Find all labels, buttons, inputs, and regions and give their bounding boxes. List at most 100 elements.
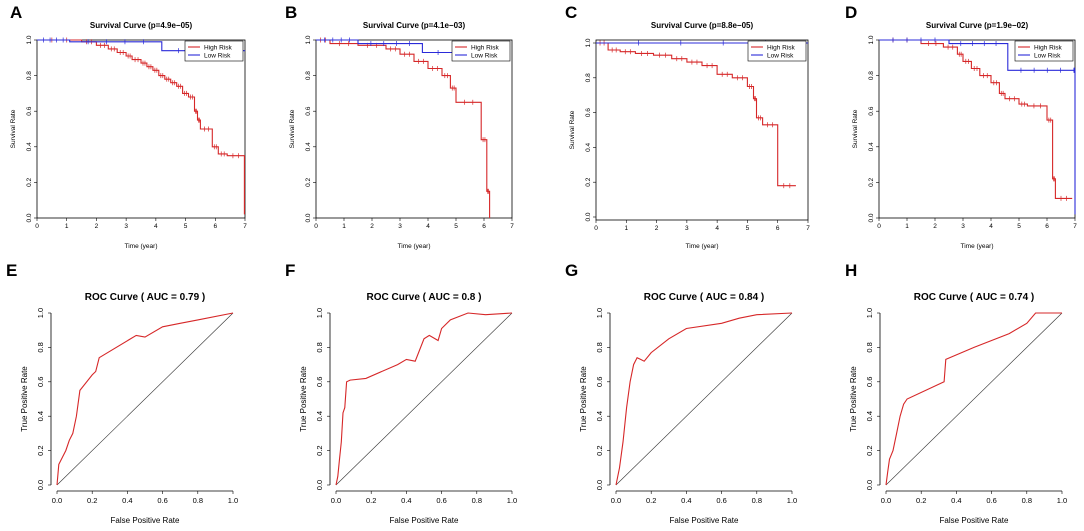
x-tick-label: 2 [95, 223, 99, 230]
reference-diagonal [56, 312, 234, 486]
x-tick-label: 1 [905, 223, 909, 230]
y-tick-label: 0.6 [315, 377, 324, 387]
x-axis-label: False Positive Rate [940, 516, 1009, 525]
x-tick-label: 1 [342, 223, 346, 230]
x-tick-label: 0.4 [401, 496, 411, 505]
y-tick-label: 1.0 [26, 35, 33, 44]
y-tick-label: 0.4 [595, 411, 604, 421]
x-tick-label: 7 [243, 223, 247, 230]
series-line-roc [885, 312, 1062, 486]
y-axis-label: Survival Rate [569, 110, 576, 149]
series-line-roc [615, 312, 793, 486]
x-tick-label: 6 [213, 223, 217, 230]
y-tick-label: 0.2 [26, 178, 33, 187]
x-tick-label: 1 [65, 223, 69, 230]
series-line-high-risk [37, 39, 245, 215]
x-tick-label: 1.0 [1057, 496, 1067, 505]
legend-label: Low Risk [1034, 52, 1061, 59]
x-tick-label: 5 [454, 223, 458, 230]
legend-label: High Risk [204, 44, 233, 51]
y-axis-label: Survival Rate [10, 109, 17, 148]
y-tick-label: 1.0 [868, 35, 875, 44]
panel-c: C Survival Curve (p=8.8e−05) 0 1 2 3 4 5 6 7 0.0 0.… [565, 3, 810, 250]
x-tick-label: 1 [624, 225, 628, 232]
y-axis-label: True Positive Rate [849, 366, 858, 432]
panel-letter: E [6, 261, 17, 280]
y-tick-label: 0.4 [585, 143, 592, 152]
x-tick-label: 2 [370, 223, 374, 230]
x-tick-label: 0.8 [1022, 496, 1032, 505]
x-tick-label: 3 [398, 223, 402, 230]
x-tick-label: 0.2 [87, 496, 97, 505]
y-tick-label: 1.0 [315, 308, 324, 318]
x-tick-label: 5 [1017, 223, 1021, 230]
panel-letter: D [845, 3, 857, 22]
y-tick-label: 1.0 [36, 308, 45, 318]
x-tick-label: 1.0 [787, 496, 797, 505]
x-tick-label: 0.4 [951, 496, 961, 505]
reference-diagonal [885, 312, 1063, 486]
x-tick-label: 6 [1045, 223, 1049, 230]
x-tick-label: 5 [746, 225, 750, 232]
x-tick-label: 0.2 [646, 496, 656, 505]
x-tick-label: 0.2 [366, 496, 376, 505]
x-tick-label: 0 [594, 225, 598, 232]
y-tick-label: 0.2 [315, 445, 324, 455]
plot-frame [595, 39, 809, 221]
y-tick-label: 1.0 [305, 35, 312, 44]
x-axis-label: False Positive Rate [390, 516, 459, 525]
series-line-high-risk [596, 42, 796, 187]
panel-d: D Survival Curve (p=1.9e−02) 0 1 2 3 4 5 6 7 0.0 0.… [845, 3, 1077, 250]
reference-diagonal [335, 312, 513, 486]
y-tick-label: 0.0 [315, 480, 324, 490]
x-tick-label: 0.2 [916, 496, 926, 505]
x-tick-label: 2 [933, 223, 937, 230]
legend-label: Low Risk [204, 52, 231, 59]
series-line-high-risk [316, 39, 491, 218]
x-tick-label: 0.8 [193, 496, 203, 505]
x-tick-label: 0.0 [331, 496, 341, 505]
chart-title: Survival Curve (p=4.9e−05) [90, 21, 193, 30]
x-tick-label: 0.6 [986, 496, 996, 505]
legend-label: High Risk [1034, 44, 1063, 51]
y-tick-label: 0.6 [868, 106, 875, 115]
x-tick-label: 4 [154, 223, 158, 230]
y-axis-label: True Positive Rate [579, 366, 588, 432]
y-tick-label: 0.0 [305, 213, 312, 222]
y-tick-label: 0.6 [595, 377, 604, 387]
y-tick-label: 0.4 [315, 411, 324, 421]
panel-letter: H [845, 261, 857, 280]
x-tick-label: 7 [806, 225, 810, 232]
y-tick-label: 0.8 [315, 342, 324, 352]
y-tick-label: 0.4 [36, 411, 45, 421]
x-tick-label: 0.4 [122, 496, 132, 505]
legend-label: High Risk [767, 44, 796, 51]
panel-letter: F [285, 261, 295, 280]
chart-title: Survival Curve (p=1.9e−02) [926, 21, 1029, 30]
y-tick-label: 0.0 [595, 480, 604, 490]
legend-box [451, 40, 511, 62]
chart-title: ROC Curve ( AUC = 0.84 ) [644, 292, 765, 303]
legend-box [184, 40, 244, 62]
x-tick-label: 0 [314, 223, 318, 230]
panel-e: E ROC Curve ( AUC = 0.79 ) 0.0 0.2 0.4 0.6 0.8… [6, 261, 238, 525]
x-tick-label: 4 [989, 223, 993, 230]
x-tick-label: 0.6 [716, 496, 726, 505]
y-axis-label: Survival Rate [289, 109, 296, 148]
x-tick-label: 2 [655, 225, 659, 232]
panel-b: B Survival Curve (p=4.1e−03) 0 1 2 3 4 5 6 7 0.0 0.… [285, 3, 514, 250]
chart-title: ROC Curve ( AUC = 0.8 ) [367, 292, 482, 303]
x-tick-label: 6 [482, 223, 486, 230]
panel-letter: B [285, 3, 297, 22]
plot-frame [315, 39, 513, 219]
y-tick-label: 0.6 [585, 108, 592, 117]
y-tick-label: 0.2 [868, 178, 875, 187]
x-axis-label: False Positive Rate [111, 516, 180, 525]
x-axis-label: False Positive Rate [670, 516, 739, 525]
x-tick-label: 0 [35, 223, 39, 230]
x-tick-label: 3 [124, 223, 128, 230]
chart-title: Survival Curve (p=8.8e−05) [651, 21, 754, 30]
x-axis-label: Time (year) [125, 243, 158, 250]
x-tick-label: 0.0 [611, 496, 621, 505]
